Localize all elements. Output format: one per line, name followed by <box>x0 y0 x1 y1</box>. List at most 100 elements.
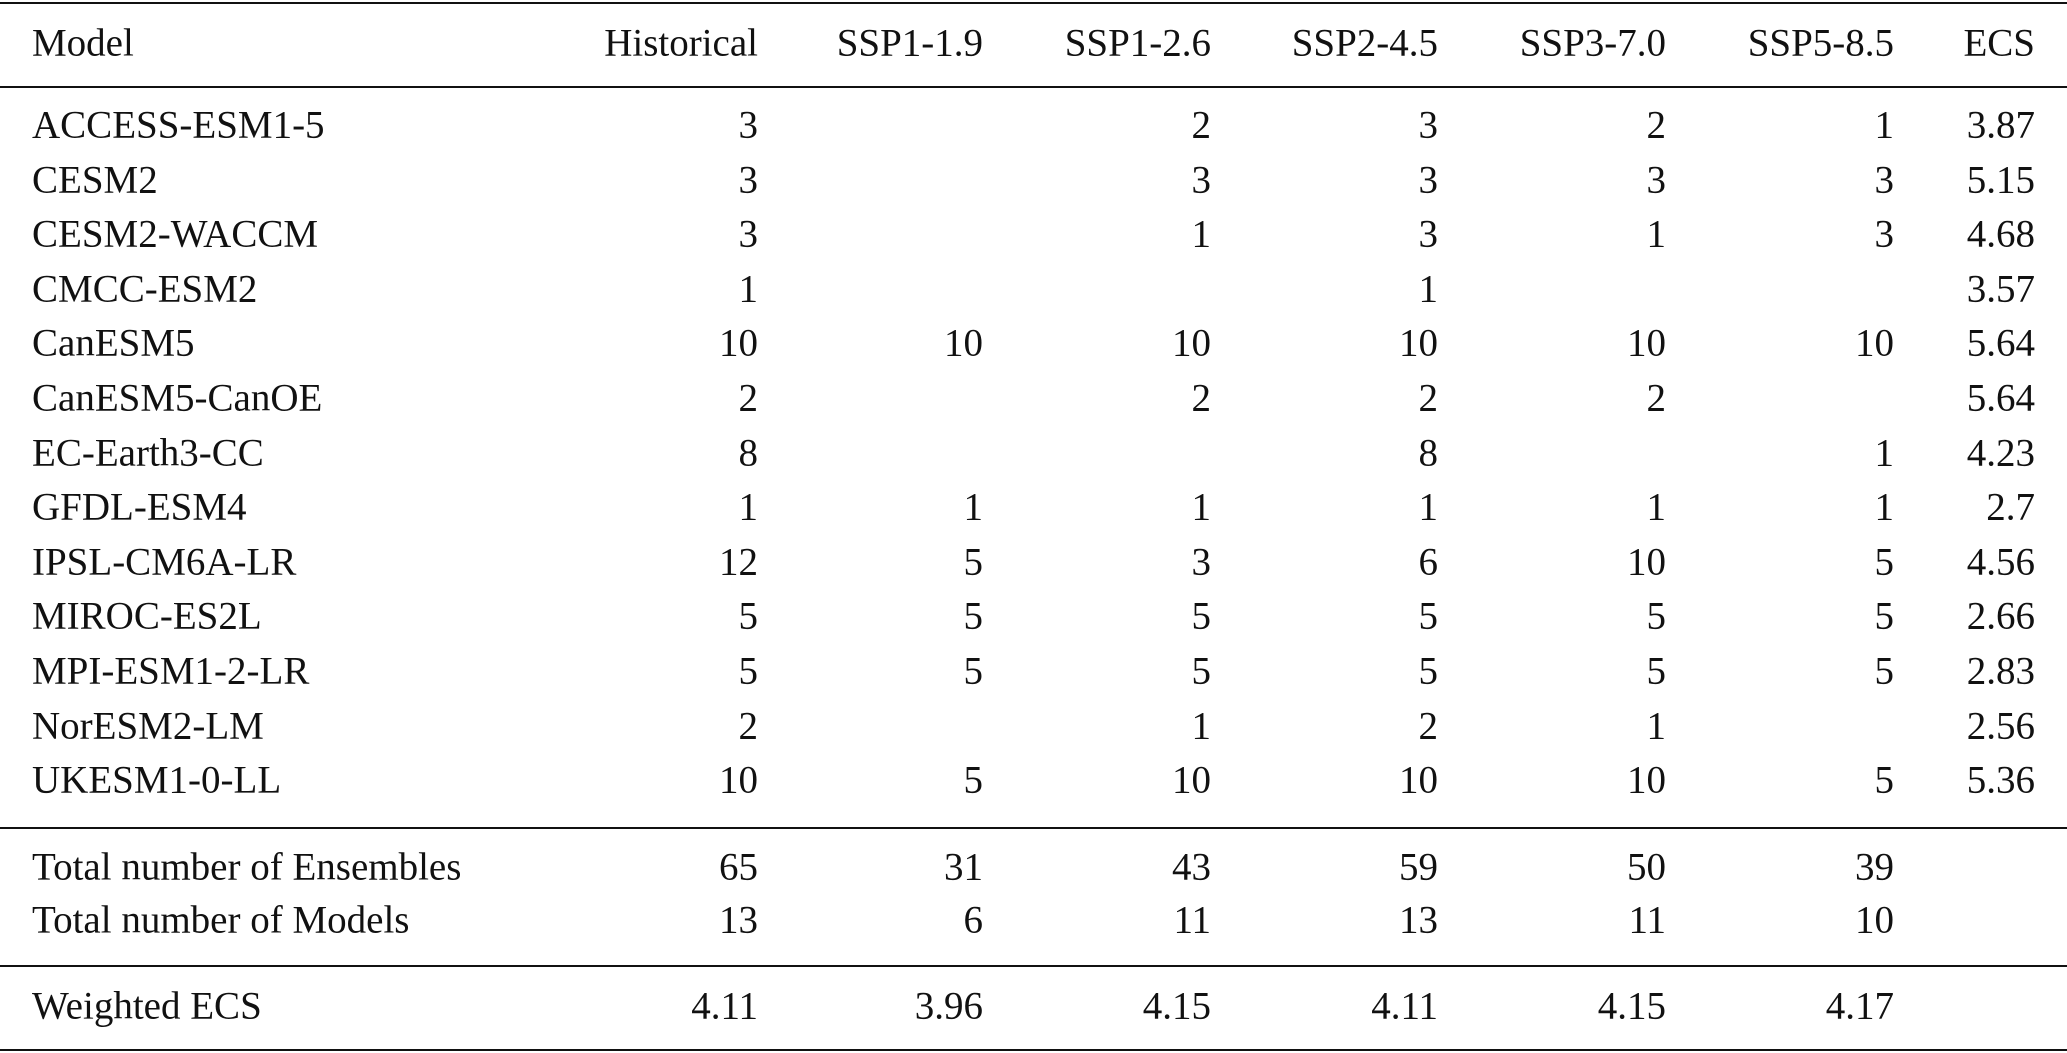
row-cell: 10 <box>719 758 758 802</box>
bottom-rule <box>0 1049 2067 1051</box>
weighted-cell: 4.17 <box>1825 984 1894 1028</box>
row-label: ACCESS-ESM1-5 <box>32 103 325 147</box>
header-cell: SSP3-7.0 <box>1519 21 1666 65</box>
row-cell: 1 <box>1191 485 1212 529</box>
row-cell: 5 <box>1418 594 1439 638</box>
row-cell: 5 <box>963 594 984 638</box>
row-cell: 12 <box>719 540 758 584</box>
row-cell: 2.66 <box>1966 594 2035 638</box>
row-cell: 10 <box>1399 321 1438 365</box>
row-cell: 1 <box>1874 431 1895 475</box>
row-cell: 2 <box>1418 704 1439 748</box>
row-cell: 4.56 <box>1966 540 2035 584</box>
row-cell: 10 <box>944 321 983 365</box>
row-cell: 5 <box>738 649 759 693</box>
top-rule <box>0 2 2067 4</box>
row-cell: 5.64 <box>1966 376 2035 420</box>
total-cell: 31 <box>944 845 983 889</box>
row-cell: 3 <box>738 212 759 256</box>
total-label: Total number of Ensembles <box>32 845 462 889</box>
section-rule <box>0 827 2067 829</box>
total-label: Total number of Models <box>32 898 410 942</box>
total-cell: 39 <box>1855 845 1894 889</box>
row-cell: 5.36 <box>1966 758 2035 802</box>
row-cell: 5 <box>1874 540 1895 584</box>
row-cell: 4.68 <box>1966 212 2035 256</box>
row-cell: 5.15 <box>1966 158 2035 202</box>
row-cell: 1 <box>1646 485 1667 529</box>
row-cell: 5 <box>1418 649 1439 693</box>
row-label: UKESM1-0-LL <box>32 758 282 802</box>
header-cell: SSP5-8.5 <box>1747 21 1894 65</box>
weighted-cell: 3.96 <box>914 984 983 1028</box>
row-cell: 8 <box>738 431 759 475</box>
row-label: NorESM2-LM <box>32 704 264 748</box>
row-cell: 2.83 <box>1966 649 2035 693</box>
header-cell: Historical <box>604 21 758 65</box>
row-cell: 2.56 <box>1966 704 2035 748</box>
row-cell: 1 <box>1874 103 1895 147</box>
row-cell: 5 <box>963 649 984 693</box>
row-cell: 5 <box>738 594 759 638</box>
row-cell: 2 <box>1191 376 1212 420</box>
total-cell: 50 <box>1627 845 1666 889</box>
header-rule <box>0 86 2067 88</box>
row-cell: 1 <box>963 485 984 529</box>
section-rule <box>0 965 2067 967</box>
row-cell: 10 <box>1627 321 1666 365</box>
row-cell: 10 <box>1627 758 1666 802</box>
row-cell: 1 <box>1418 485 1439 529</box>
row-cell: 10 <box>1627 540 1666 584</box>
row-cell: 1 <box>1418 267 1439 311</box>
weighted-cell: 4.15 <box>1597 984 1666 1028</box>
row-cell: 3 <box>1874 212 1895 256</box>
weighted-label: Weighted ECS <box>32 984 262 1028</box>
row-cell: 4.23 <box>1966 431 2035 475</box>
row-cell: 2.7 <box>1986 485 2035 529</box>
row-cell: 3 <box>1646 158 1667 202</box>
row-cell: 2 <box>1646 376 1667 420</box>
row-cell: 2 <box>738 376 759 420</box>
row-cell: 2 <box>738 704 759 748</box>
row-label: MIROC-ES2L <box>32 594 262 638</box>
row-cell: 5 <box>1874 594 1895 638</box>
row-cell: 3 <box>1418 212 1439 256</box>
row-cell: 6 <box>1418 540 1439 584</box>
row-cell: 2 <box>1418 376 1439 420</box>
row-cell: 5 <box>1874 649 1895 693</box>
row-cell: 10 <box>719 321 758 365</box>
row-cell: 5 <box>1646 594 1667 638</box>
row-cell: 5 <box>1191 649 1212 693</box>
row-cell: 5 <box>963 758 984 802</box>
row-cell: 10 <box>1172 758 1211 802</box>
row-cell: 5.64 <box>1966 321 2035 365</box>
header-cell: SSP1-2.6 <box>1064 21 1211 65</box>
row-cell: 10 <box>1172 321 1211 365</box>
header-label: Model <box>32 21 134 65</box>
row-cell: 2 <box>1191 103 1212 147</box>
row-label: MPI-ESM1-2-LR <box>32 649 310 693</box>
row-cell: 3.57 <box>1966 267 2035 311</box>
total-cell: 10 <box>1855 898 1894 942</box>
row-cell: 3 <box>1418 158 1439 202</box>
row-cell: 3 <box>1191 158 1212 202</box>
row-label: CanESM5 <box>32 321 195 365</box>
row-label: CMCC-ESM2 <box>32 267 258 311</box>
header-cell: SSP1-1.9 <box>836 21 983 65</box>
row-cell: 1 <box>1191 704 1212 748</box>
row-label: EC-Earth3-CC <box>32 431 264 475</box>
row-cell: 10 <box>1855 321 1894 365</box>
row-cell: 3.87 <box>1966 103 2035 147</box>
row-cell: 10 <box>1399 758 1438 802</box>
row-cell: 1 <box>738 267 759 311</box>
row-label: CanESM5-CanOE <box>32 376 323 420</box>
total-cell: 13 <box>719 898 758 942</box>
row-cell: 1 <box>1191 212 1212 256</box>
row-cell: 5 <box>1646 649 1667 693</box>
total-cell: 11 <box>1173 898 1211 942</box>
row-cell: 3 <box>1874 158 1895 202</box>
total-cell: 11 <box>1628 898 1666 942</box>
row-cell: 1 <box>738 485 759 529</box>
row-cell: 5 <box>1191 594 1212 638</box>
